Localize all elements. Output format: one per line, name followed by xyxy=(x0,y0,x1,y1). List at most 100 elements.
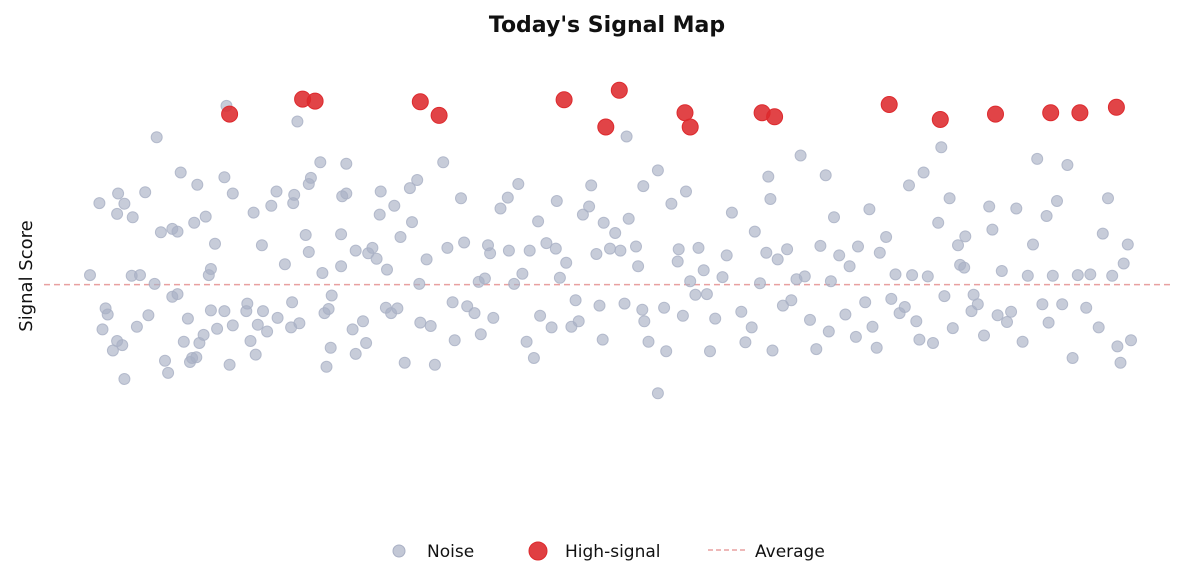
noise-point xyxy=(549,242,562,255)
high-signal-point xyxy=(411,93,429,111)
noise-point xyxy=(776,299,789,312)
noise-point xyxy=(441,241,454,254)
legend: Noise High-signal Average xyxy=(392,541,825,562)
high-signal-point xyxy=(880,96,898,113)
noise-point xyxy=(1102,192,1114,205)
noise-point xyxy=(1042,316,1055,329)
noise-point xyxy=(906,269,919,282)
noise-point xyxy=(665,197,678,210)
noise-point xyxy=(226,187,239,200)
noise-point xyxy=(651,387,664,400)
high-signal-point xyxy=(766,108,784,126)
noise-point xyxy=(340,157,353,170)
noise-point xyxy=(532,215,545,228)
noise-point xyxy=(754,277,766,290)
noise-point xyxy=(843,260,856,273)
noise-point xyxy=(671,255,684,268)
noise-point xyxy=(357,315,369,328)
noise-point xyxy=(560,256,573,269)
noise-point xyxy=(745,321,758,334)
noise-point xyxy=(810,343,823,356)
y-axis-label: Signal Score xyxy=(16,220,37,331)
noise-point xyxy=(1016,335,1029,348)
noise-point xyxy=(550,195,563,207)
noise-point xyxy=(771,253,784,266)
noise-point xyxy=(373,208,386,221)
noise-point xyxy=(642,335,655,348)
noise-point xyxy=(126,211,139,224)
noise-point xyxy=(604,242,616,255)
noise-point xyxy=(952,239,964,252)
noise-point xyxy=(349,347,362,360)
noise-point xyxy=(501,191,514,204)
noise-point xyxy=(971,298,984,311)
noise-point xyxy=(191,178,204,191)
noise-point xyxy=(785,294,798,307)
noise-point xyxy=(932,216,945,229)
noise-point xyxy=(1092,321,1105,334)
noise-point xyxy=(199,210,212,223)
noise-point xyxy=(995,265,1008,277)
noise-point xyxy=(93,197,106,210)
noise-point xyxy=(403,182,416,195)
noise-point xyxy=(188,216,201,229)
noise-point xyxy=(437,156,450,169)
noise-point xyxy=(468,307,481,320)
noise-point xyxy=(424,320,437,332)
noise-point xyxy=(527,352,540,364)
noise-point xyxy=(512,178,525,190)
noise-point xyxy=(111,207,124,220)
noise-point xyxy=(569,294,582,307)
high-signal-point xyxy=(987,105,1004,123)
noise-point xyxy=(762,170,775,183)
noise-point xyxy=(1080,301,1093,314)
high-signal-point xyxy=(430,106,448,124)
legend-noise-marker xyxy=(392,544,406,558)
noise-point xyxy=(814,239,827,252)
noise-point xyxy=(177,335,190,348)
noise-point xyxy=(704,345,716,358)
noise-point xyxy=(218,305,231,318)
noise-point xyxy=(523,244,536,257)
noise-point xyxy=(833,249,846,262)
noise-point xyxy=(428,358,441,371)
noise-point xyxy=(286,296,299,309)
noise-point xyxy=(299,229,312,241)
noise-point xyxy=(636,303,649,316)
plot-area xyxy=(44,81,1170,400)
noise-point xyxy=(1031,152,1044,165)
noise-point xyxy=(414,316,427,329)
legend-high-signal-marker xyxy=(528,541,548,561)
noise-point xyxy=(672,243,685,256)
high-signal-point xyxy=(1107,98,1125,116)
noise-point xyxy=(257,305,269,318)
noise-point xyxy=(609,227,622,239)
noise-point xyxy=(316,267,329,279)
noise-point xyxy=(150,131,163,144)
noise-point xyxy=(394,231,407,243)
noise-point xyxy=(1001,316,1013,328)
noise-point xyxy=(1121,238,1134,251)
noise-point xyxy=(870,341,883,354)
noise-point xyxy=(781,243,794,256)
high-signal-point xyxy=(1071,104,1089,122)
noise-point xyxy=(1005,305,1018,318)
noise-point xyxy=(520,335,533,348)
noise-point xyxy=(917,166,930,179)
noise-point xyxy=(340,187,353,200)
noise-point xyxy=(898,301,911,313)
noise-point xyxy=(697,264,710,277)
noise-point xyxy=(96,323,109,336)
noise-point xyxy=(112,187,125,200)
noise-point xyxy=(244,335,257,347)
noise-point xyxy=(159,354,171,367)
noise-point xyxy=(684,275,697,288)
noise-point xyxy=(716,271,729,284)
noise-point xyxy=(370,252,383,265)
noise-point xyxy=(241,297,254,310)
noise-point xyxy=(1084,268,1097,281)
noise-point xyxy=(597,216,610,229)
noise-point xyxy=(502,244,515,257)
